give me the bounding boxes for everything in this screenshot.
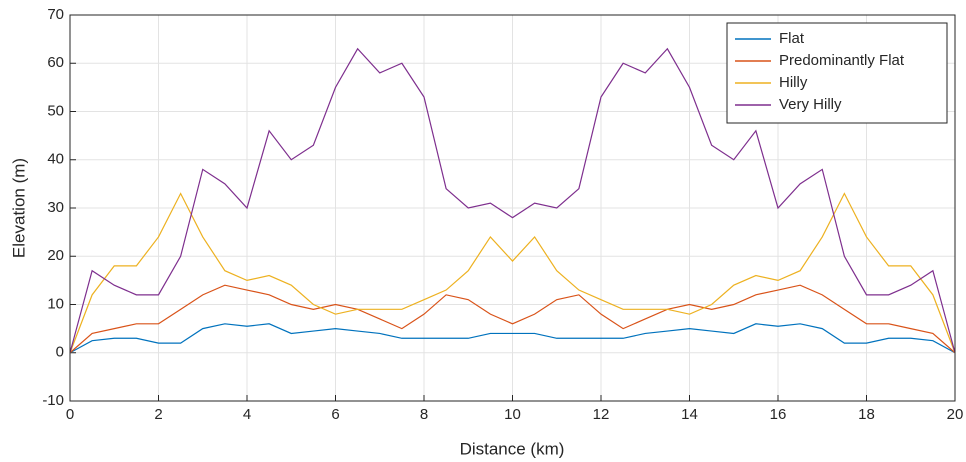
legend-label: Hilly: [779, 74, 808, 91]
y-tick-label: 40: [47, 151, 64, 168]
y-tick-label: 0: [56, 344, 64, 361]
x-axis-label: Distance (km): [460, 439, 565, 458]
x-tick-label: 14: [681, 406, 698, 423]
x-tick-label: 8: [420, 406, 428, 423]
y-tick-label: 70: [47, 6, 64, 23]
y-tick-label: 30: [47, 199, 64, 216]
data-line: [69, 323, 956, 354]
x-tick-label: 2: [154, 406, 162, 423]
x-tick-label: 20: [947, 406, 964, 423]
y-tick-label: 20: [47, 247, 64, 264]
x-tick-label: 0: [66, 406, 74, 423]
legend-label: Very Hilly: [779, 96, 842, 113]
x-tick-label: 10: [504, 406, 521, 423]
x-tick-label: 12: [593, 406, 610, 423]
x-tick-label: 4: [243, 406, 251, 423]
legend-label: Flat: [779, 30, 805, 47]
plot-frame: [69, 14, 956, 402]
x-tick-label: 16: [770, 406, 787, 423]
y-tick-label: -10: [42, 392, 64, 409]
y-tick-label: 50: [47, 102, 64, 119]
y-tick-label: 10: [47, 295, 64, 312]
y-axis-label: Elevation (m): [9, 158, 28, 258]
legend-label: Predominantly Flat: [779, 52, 905, 69]
x-tick-label: 6: [331, 406, 339, 423]
data-line: [69, 284, 956, 354]
data-line: [69, 47, 956, 353]
data-line: [69, 192, 956, 353]
x-tick-label: 18: [858, 406, 875, 423]
y-tick-label: 60: [47, 54, 64, 71]
